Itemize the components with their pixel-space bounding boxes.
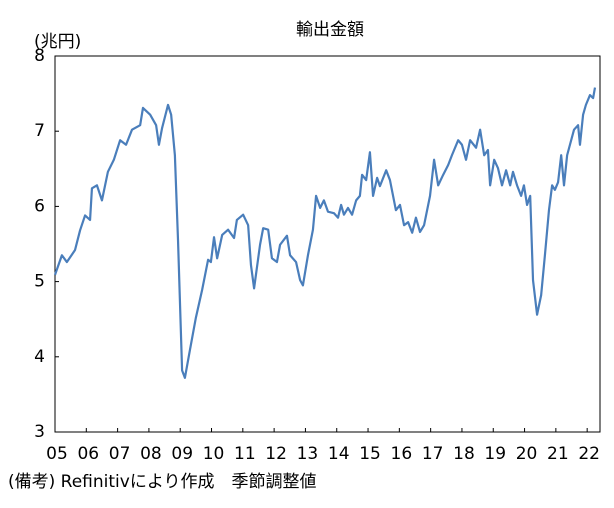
x-tick-label: 09 — [171, 444, 193, 464]
x-tick-label: 08 — [140, 444, 162, 464]
y-tick-label: 6 — [34, 196, 45, 216]
y-tick-label: 8 — [34, 46, 45, 66]
x-tick-label: 14 — [328, 444, 350, 464]
x-tick-label: 16 — [391, 444, 413, 464]
y-tick-label: 3 — [34, 422, 45, 442]
x-tick-label: 13 — [297, 444, 319, 464]
chart-title: 輸出金額 — [296, 20, 364, 40]
x-tick-label: 11 — [234, 444, 256, 464]
x-tick-label: 18 — [453, 444, 475, 464]
x-tick-label: 10 — [203, 444, 225, 464]
x-tick-label: 15 — [359, 444, 381, 464]
x-tick-label: 17 — [422, 444, 444, 464]
x-tick-label: 07 — [109, 444, 131, 464]
note: (備考) Refinitivにより作成 季節調整値 — [8, 472, 317, 492]
x-tick-label: 12 — [265, 444, 287, 464]
line-series — [53, 87, 597, 379]
x-tick-label: 19 — [484, 444, 506, 464]
x-tick-label: 22 — [578, 444, 600, 464]
x-tick-label: 05 — [46, 444, 68, 464]
x-tick-label: 20 — [516, 444, 538, 464]
y-tick-label: 5 — [34, 272, 45, 292]
y-tick-label: 4 — [34, 347, 45, 367]
y-tick-label: 7 — [34, 121, 45, 141]
y-axis-label: (兆円) — [34, 32, 81, 52]
x-tick-label: 06 — [77, 444, 99, 464]
x-tick-label: 21 — [547, 444, 569, 464]
plot-frame — [54, 55, 601, 433]
